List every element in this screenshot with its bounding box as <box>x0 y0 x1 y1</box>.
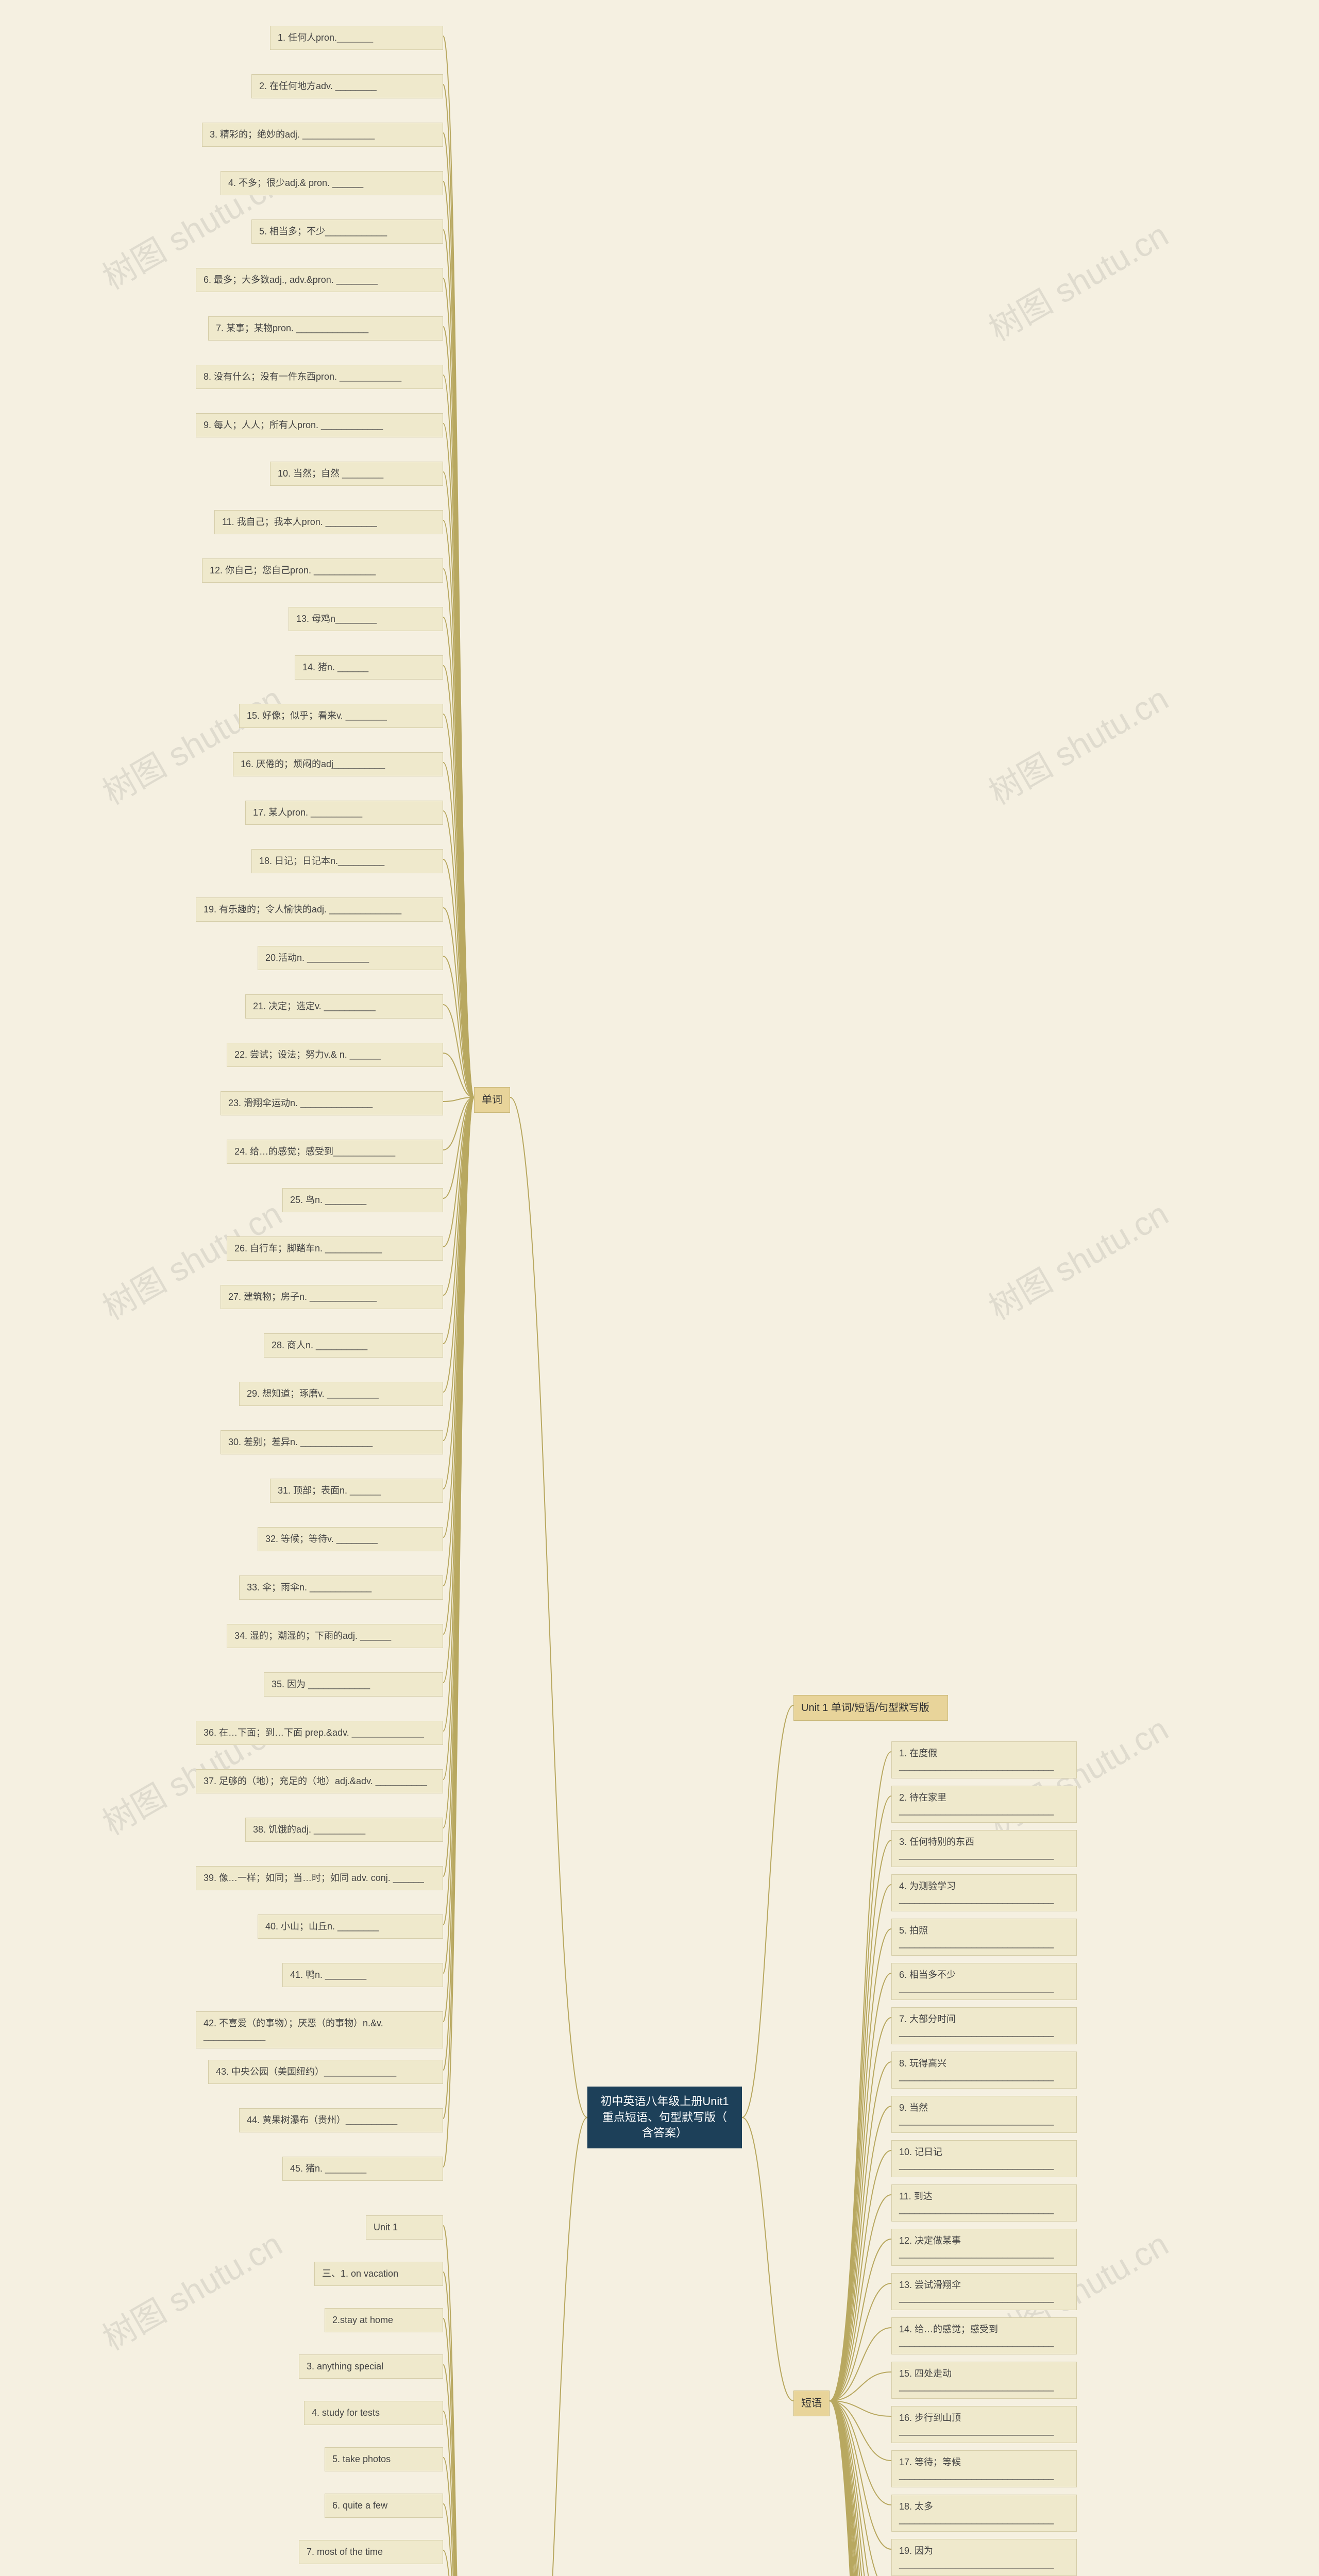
danci-item-6[interactable]: 7. 某事；某物pron. ______________ <box>208 316 443 341</box>
root-node[interactable]: 初中英语八年级上册Unit1 重点短语、句型默写版（ 含答案） <box>587 2087 742 2148</box>
watermark: 树图 shutu.cn <box>93 2218 290 2360</box>
duanyu-item-9[interactable]: 10. 记日记 ______________________________ <box>891 2140 1077 2177</box>
danci-item-8[interactable]: 9. 每人；人人；所有人pron. ____________ <box>196 413 443 437</box>
danci-item-12[interactable]: 13. 母鸡n________ <box>289 607 443 631</box>
danci-item-16[interactable]: 17. 某人pron. __________ <box>245 801 443 825</box>
duanyu-item-17[interactable]: 18. 太多 ______________________________ <box>891 2495 1077 2532</box>
topic-danci[interactable]: 单词 <box>474 1087 510 1113</box>
danci-item-4[interactable]: 5. 相当多；不少____________ <box>251 219 443 244</box>
answer-item-3[interactable]: 3. anything special <box>299 2354 443 2379</box>
topic-dict[interactable]: Unit 1 单词/短语/句型默写版 <box>793 1695 948 1721</box>
danci-item-15[interactable]: 16. 厌倦的；烦闷的adj__________ <box>233 752 443 776</box>
danci-item-3[interactable]: 4. 不多；很少adj.& pron. ______ <box>221 171 443 195</box>
answer-item-4[interactable]: 4. study for tests <box>304 2401 443 2425</box>
danci-item-17[interactable]: 18. 日记；日记本n._________ <box>251 849 443 873</box>
danci-item-0[interactable]: 1. 任何人pron._______ <box>270 26 443 50</box>
danci-item-43[interactable]: 44. 黄果树瀑布（贵州）__________ <box>239 2108 443 2132</box>
danci-item-34[interactable]: 35. 因为 ____________ <box>264 1672 443 1697</box>
danci-item-14[interactable]: 15. 好像；似乎；看来v. ________ <box>239 704 443 728</box>
danci-item-23[interactable]: 24. 给…的感觉；感受到____________ <box>227 1140 443 1164</box>
danci-item-27[interactable]: 28. 商人n. __________ <box>264 1333 443 1358</box>
danci-item-19[interactable]: 20.活动n. ____________ <box>258 946 443 970</box>
duanyu-item-3[interactable]: 4. 为测验学习 ______________________________ <box>891 1874 1077 1911</box>
danci-item-5[interactable]: 6. 最多；大多数adj., adv.&pron. ________ <box>196 268 443 292</box>
watermark: 树图 shutu.cn <box>979 1188 1176 1329</box>
duanyu-item-18[interactable]: 19. 因为 ______________________________ <box>891 2539 1077 2576</box>
danci-item-18[interactable]: 19. 有乐趣的；令人愉快的adj. ______________ <box>196 897 443 922</box>
duanyu-item-1[interactable]: 2. 待在家里 ______________________________ <box>891 1786 1077 1823</box>
danci-item-2[interactable]: 3. 精彩的；绝妙的adj. ______________ <box>202 123 443 147</box>
danci-item-32[interactable]: 33. 伞；雨伞n. ____________ <box>239 1575 443 1600</box>
duanyu-item-16[interactable]: 17. 等待；等候 ______________________________ <box>891 2450 1077 2487</box>
danci-item-31[interactable]: 32. 等候；等待v. ________ <box>258 1527 443 1551</box>
duanyu-item-11[interactable]: 12. 决定做某事 ______________________________ <box>891 2229 1077 2266</box>
danci-item-7[interactable]: 8. 没有什么；没有一件东西pron. ____________ <box>196 365 443 389</box>
duanyu-item-13[interactable]: 14. 给…的感觉；感受到 __________________________… <box>891 2317 1077 2354</box>
answer-item-5[interactable]: 5. take photos <box>325 2447 443 2471</box>
watermark: 树图 shutu.cn <box>979 673 1176 814</box>
danci-item-35[interactable]: 36. 在…下面；到…下面 prep.&adv. ______________ <box>196 1721 443 1745</box>
danci-item-42[interactable]: 43. 中央公园（美国纽约）______________ <box>208 2060 443 2084</box>
danci-item-20[interactable]: 21. 决定；选定v. __________ <box>245 994 443 1019</box>
danci-item-24[interactable]: 25. 鸟n. ________ <box>282 1188 443 1212</box>
danci-item-44[interactable]: 45. 猪n. ________ <box>282 2157 443 2181</box>
duanyu-item-6[interactable]: 7. 大部分时间 ______________________________ <box>891 2007 1077 2044</box>
danci-item-21[interactable]: 22. 尝试；设法；努力v.& n. ______ <box>227 1043 443 1067</box>
danci-item-36[interactable]: 37. 足够的（地）；充足的（地）adj.&adv. __________ <box>196 1769 443 1793</box>
danci-item-13[interactable]: 14. 猪n. ______ <box>295 655 443 680</box>
danci-item-1[interactable]: 2. 在任何地方adv. ________ <box>251 74 443 98</box>
danci-item-28[interactable]: 29. 想知道；琢磨v. __________ <box>239 1382 443 1406</box>
danci-item-22[interactable]: 23. 滑翔伞运动n. ______________ <box>221 1091 443 1115</box>
duanyu-item-5[interactable]: 6. 相当多不少 ______________________________ <box>891 1963 1077 2000</box>
topic-duanyu[interactable]: 短语 <box>793 2391 830 2416</box>
answer-item-6[interactable]: 6. quite a few <box>325 2494 443 2518</box>
watermark: 树图 shutu.cn <box>979 209 1176 350</box>
danci-item-33[interactable]: 34. 湿的；潮湿的；下雨的adj. ______ <box>227 1624 443 1648</box>
duanyu-item-2[interactable]: 3. 任何特别的东西 _____________________________… <box>891 1830 1077 1867</box>
danci-item-30[interactable]: 31. 顶部；表面n. ______ <box>270 1479 443 1503</box>
danci-item-26[interactable]: 27. 建筑物；房子n. _____________ <box>221 1285 443 1309</box>
duanyu-item-15[interactable]: 16. 步行到山顶 ______________________________ <box>891 2406 1077 2443</box>
answer-item-2[interactable]: 2.stay at home <box>325 2308 443 2332</box>
answer-item-7[interactable]: 7. most of the time <box>299 2540 443 2564</box>
mindmap-canvas: 初中英语八年级上册Unit1 重点短语、句型默写版（ 含答案） 树图 shutu… <box>0 0 1319 2576</box>
danci-item-25[interactable]: 26. 自行车；脚踏车n. ___________ <box>227 1236 443 1261</box>
duanyu-item-12[interactable]: 13. 尝试滑翔伞 ______________________________ <box>891 2273 1077 2310</box>
duanyu-item-8[interactable]: 9. 当然 ______________________________ <box>891 2096 1077 2133</box>
danci-item-29[interactable]: 30. 差别；差异n. ______________ <box>221 1430 443 1454</box>
duanyu-item-4[interactable]: 5. 拍照 ______________________________ <box>891 1919 1077 1956</box>
watermark: 树图 shutu.cn <box>93 673 290 814</box>
answer-item-0[interactable]: Unit 1 <box>366 2215 443 2240</box>
answer-item-1[interactable]: 三、1. on vacation <box>314 2262 443 2286</box>
danci-item-37[interactable]: 38. 饥饿的adj. __________ <box>245 1818 443 1842</box>
danci-item-11[interactable]: 12. 你自己；您自己pron. ____________ <box>202 558 443 583</box>
danci-item-41[interactable]: 42. 不喜爱（的事物）；厌恶（的事物）n.&v. ____________ <box>196 2011 443 2048</box>
danci-item-40[interactable]: 41. 鸭n. ________ <box>282 1963 443 1987</box>
danci-item-39[interactable]: 40. 小山；山丘n. ________ <box>258 1914 443 1939</box>
duanyu-item-14[interactable]: 15. 四处走动 ______________________________ <box>891 2362 1077 2399</box>
duanyu-item-7[interactable]: 8. 玩得高兴 ______________________________ <box>891 2052 1077 2089</box>
duanyu-item-10[interactable]: 11. 到达 ______________________________ <box>891 2184 1077 2222</box>
duanyu-item-0[interactable]: 1. 在度假 ______________________________ <box>891 1741 1077 1778</box>
danci-item-38[interactable]: 39. 像…一样；如同；当…时；如同 adv. conj. ______ <box>196 1866 443 1890</box>
danci-item-9[interactable]: 10. 当然；自然 ________ <box>270 462 443 486</box>
danci-item-10[interactable]: 11. 我自己；我本人pron. __________ <box>214 510 443 534</box>
